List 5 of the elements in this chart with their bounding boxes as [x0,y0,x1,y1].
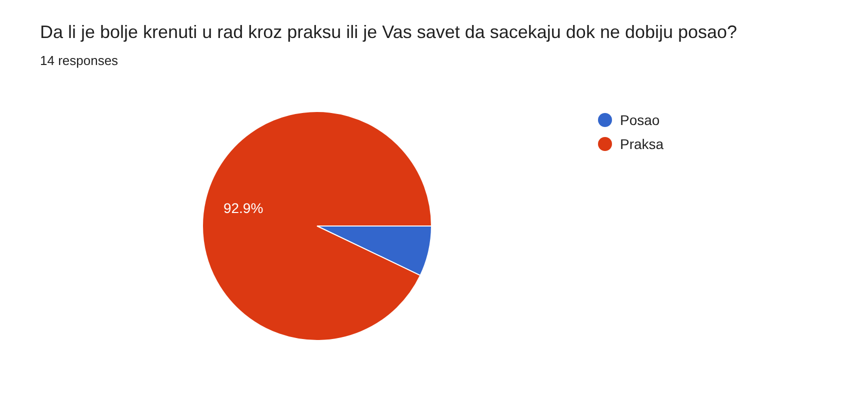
chart-title: Da li je bolje krenuti u rad kroz praksu ili je Vas savet da sacekaju dok ne dobiju posao? [40,22,738,43]
text: 14 responses [40,53,118,68]
data-label: 92.9% [223,200,264,216]
legend-label: Praksa [620,136,664,152]
legend-label: Posao [620,112,660,128]
